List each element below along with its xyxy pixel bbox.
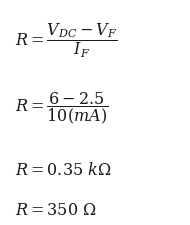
- Text: $R = 350\ \Omega$: $R = 350\ \Omega$: [15, 201, 97, 217]
- Text: $R = \dfrac{6 - 2.5}{10(mA)}$: $R = \dfrac{6 - 2.5}{10(mA)}$: [15, 90, 108, 126]
- Text: $R = 0.35\ k\Omega$: $R = 0.35\ k\Omega$: [15, 160, 112, 177]
- Text: $R = \dfrac{V_{DC} - V_F}{I_F}$: $R = \dfrac{V_{DC} - V_F}{I_F}$: [15, 21, 118, 60]
